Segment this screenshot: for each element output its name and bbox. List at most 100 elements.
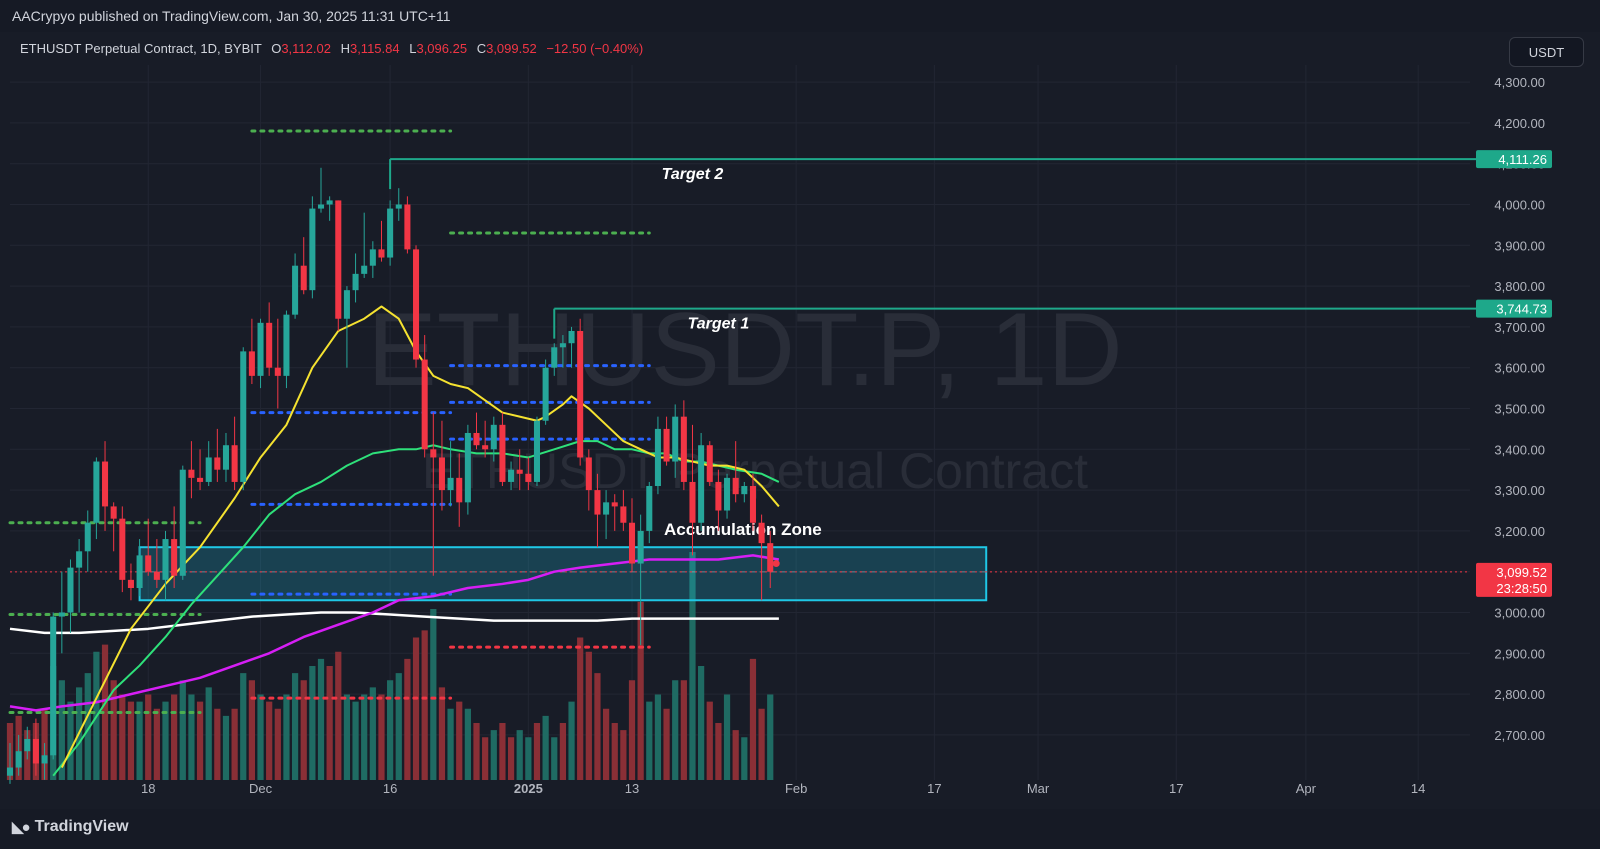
volume-bar	[663, 708, 670, 780]
price-tick-label: 3,000.00	[1494, 606, 1545, 621]
candle-body	[58, 612, 65, 617]
candle-body	[464, 432, 471, 503]
low-value: 3,096.25	[416, 41, 468, 56]
volume-bar	[758, 708, 765, 780]
volume-bar	[145, 694, 152, 780]
candle-body	[361, 265, 368, 274]
candle-body	[352, 273, 359, 291]
candle-body	[447, 477, 454, 491]
candle-body	[758, 522, 765, 544]
candle-body	[317, 204, 325, 209]
candle-body	[456, 477, 463, 503]
candle-body	[533, 420, 541, 482]
publisher-line: AACrypyo published on TradingView.com, J…	[12, 8, 451, 24]
time-tick-label: 17	[927, 781, 941, 796]
volume-bar	[499, 723, 506, 780]
candles	[6, 167, 774, 784]
candle-body	[516, 469, 523, 474]
candle-body	[136, 555, 143, 589]
price-tick-label: 3,400.00	[1494, 442, 1545, 457]
candle-body	[41, 755, 48, 764]
candle-body	[292, 265, 299, 315]
volume-bar	[343, 694, 351, 780]
high-label: H	[340, 41, 350, 56]
volume-bar	[58, 680, 65, 780]
volume-bar	[654, 694, 662, 780]
volume-bar	[136, 701, 143, 780]
volume-bar	[706, 701, 713, 780]
candle-body	[326, 200, 333, 205]
candle-body	[171, 539, 178, 576]
target-price-badge-text: 4,111.26	[1498, 152, 1547, 167]
target-label: Target 1	[688, 316, 750, 333]
volume-bar	[283, 694, 290, 780]
volume-bar	[119, 694, 126, 780]
volume-bar	[196, 701, 204, 780]
close-value: 3,099.52	[486, 41, 537, 56]
currency-button[interactable]: USDT	[1509, 37, 1584, 67]
volume-bar	[171, 694, 178, 780]
volume-bar	[162, 701, 169, 780]
change-value: −12.50 (−0.40%)	[546, 41, 644, 56]
zone-label: Accumulation Zone	[664, 520, 822, 539]
volume-bar	[464, 708, 471, 780]
volume-bar	[361, 694, 368, 780]
price-tick-label: 2,900.00	[1494, 646, 1545, 661]
footer-brand[interactable]: ◣● TradingView	[12, 818, 129, 836]
volume-bar	[101, 644, 109, 780]
candle-body	[559, 343, 566, 348]
high-value: 3,115.84	[349, 41, 400, 56]
volume-bar	[533, 723, 541, 780]
ma-white-line	[9, 611, 779, 635]
candle-body	[231, 445, 238, 482]
time-tick-label: 14	[1411, 781, 1425, 796]
volume-bar	[404, 658, 411, 780]
volume-bar	[438, 687, 446, 780]
candle-body	[672, 416, 679, 462]
candle-body	[32, 738, 39, 764]
volume-bar	[732, 730, 739, 780]
candle-body	[706, 445, 713, 482]
candle-body	[24, 738, 31, 752]
volume-bar	[680, 680, 687, 780]
price-tick-label: 3,800.00	[1494, 279, 1545, 294]
candle-body	[413, 249, 420, 360]
ma-purple-line	[9, 554, 780, 712]
volume-bar	[602, 708, 610, 780]
candle-body	[395, 204, 402, 209]
candle-body	[110, 506, 117, 519]
volume-bar	[222, 715, 230, 780]
volume-bar	[594, 673, 601, 780]
volume-bar	[412, 637, 420, 780]
candle-body	[127, 579, 134, 589]
volume-bar	[127, 701, 135, 780]
countdown-label: 23:28:50	[1496, 581, 1547, 596]
candle-body	[369, 249, 376, 266]
volume-bar	[248, 680, 256, 780]
candle-body	[102, 461, 109, 507]
volume-bar	[430, 609, 437, 780]
candle-body	[248, 351, 255, 376]
chart-panel[interactable]	[0, 32, 1600, 809]
candle-body	[438, 457, 445, 491]
volume-bar	[507, 737, 515, 780]
volume-bar	[447, 708, 454, 780]
candle-body	[473, 432, 480, 446]
volume-bar	[490, 730, 497, 780]
close-label: C	[476, 41, 487, 56]
volume-bar	[291, 673, 299, 780]
candle-body	[577, 330, 584, 458]
price-tick-label: 3,200.00	[1494, 524, 1545, 539]
volume-bar	[266, 701, 273, 780]
candle-body	[568, 330, 575, 344]
volume-bar	[542, 715, 549, 780]
volume-bar	[525, 737, 532, 780]
candle-body	[421, 359, 428, 450]
candle-body	[628, 522, 636, 564]
candle-body	[162, 539, 169, 580]
tradingview-logo-icon: ◣●	[12, 819, 31, 836]
volume-bar	[153, 708, 160, 780]
candle-body	[309, 208, 316, 291]
symbol-header: ETHUSDT Perpetual Contract, 1D, BYBIT O3…	[20, 41, 643, 56]
